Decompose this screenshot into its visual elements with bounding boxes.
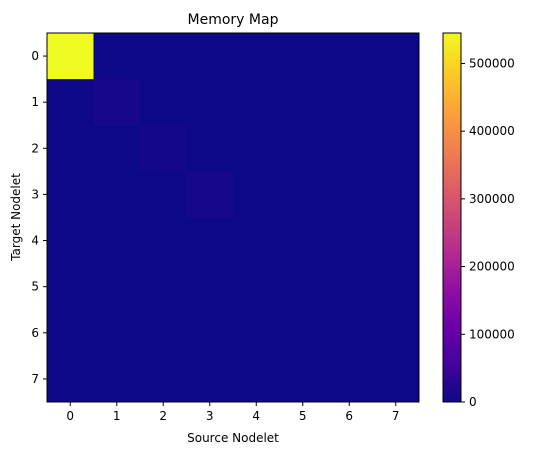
- heatmap-cell-r7-c6: [326, 355, 373, 403]
- heatmap-cell-r0-c3: [186, 33, 234, 80]
- heatmap-cell-r4-c3: [186, 217, 234, 265]
- y-tick-label: 0: [31, 49, 39, 63]
- heatmap-cell-r2-c2: [140, 125, 187, 172]
- heatmap-cell-r4-c7: [372, 217, 420, 265]
- heatmap-cell-r0-c4: [233, 33, 280, 80]
- x-tick-label: 6: [345, 409, 353, 423]
- heatmap-cell-r7-c4: [233, 355, 280, 403]
- heatmap-cell-r3-c4: [233, 171, 280, 218]
- heatmap-cell-r4-c0: [47, 217, 94, 265]
- heatmap-cell-r5-c7: [372, 263, 420, 311]
- x-tick-label: 4: [252, 409, 260, 423]
- heatmap-cell-r6-c1: [93, 309, 141, 357]
- heatmap-cell-r6-c7: [372, 309, 420, 357]
- y-axis-label: Target Nodelet: [9, 173, 23, 262]
- heatmap-cell-r6-c5: [279, 309, 327, 357]
- heatmap-cell-r2-c6: [326, 125, 373, 172]
- x-tick-label: 5: [299, 409, 307, 423]
- heatmap-cell-r4-c6: [326, 217, 373, 265]
- colorbar-tick-label: 500000: [469, 56, 515, 70]
- heatmap-cell-r6-c6: [326, 309, 373, 357]
- y-tick-label: 3: [31, 187, 39, 201]
- heatmap-cell-r2-c5: [279, 125, 327, 172]
- heatmap-cell-r7-c5: [279, 355, 327, 403]
- heatmap-cell-r1-c2: [140, 79, 187, 126]
- heatmap-cell-r1-c7: [372, 79, 420, 126]
- heatmap-cell-r2-c1: [93, 125, 141, 172]
- heatmap-cell-r0-c7: [372, 33, 420, 80]
- heatmap-cell-r5-c3: [186, 263, 234, 311]
- heatmap-cell-r1-c3: [186, 79, 234, 126]
- heatmap-cells: [47, 33, 420, 403]
- heatmap-cell-r0-c1: [93, 33, 141, 80]
- y-tick-label: 4: [31, 234, 39, 248]
- colorbar-tick-label: 200000: [469, 260, 515, 274]
- heatmap-cell-r4-c1: [93, 217, 141, 265]
- heatmap-cell-r5-c2: [140, 263, 187, 311]
- chart-title: Memory Map: [188, 12, 279, 28]
- heatmap-cell-r3-c2: [140, 171, 187, 218]
- colorbar-tick-label: 400000: [469, 124, 515, 138]
- heatmap-cell-r7-c7: [372, 355, 420, 403]
- x-axis-label: Source Nodelet: [187, 431, 279, 445]
- colorbar-tick-label: 300000: [469, 192, 515, 206]
- x-tick-label: 7: [392, 409, 400, 423]
- heatmap-cell-r7-c0: [47, 355, 94, 403]
- heatmap-cell-r5-c6: [326, 263, 373, 311]
- colorbar-tick-label: 0: [469, 395, 477, 409]
- heatmap-cell-r0-c0: [47, 33, 94, 80]
- heatmap-cell-r1-c1: [93, 79, 141, 126]
- y-tick-label: 7: [31, 372, 39, 386]
- heatmap-cell-r7-c1: [93, 355, 141, 403]
- heatmap-cell-r5-c5: [279, 263, 327, 311]
- heatmap-cell-r2-c3: [186, 125, 234, 172]
- heatmap-cell-r5-c4: [233, 263, 280, 311]
- colorbar: [442, 32, 462, 403]
- heatmap-cell-r1-c6: [326, 79, 373, 126]
- heatmap-cell-r3-c1: [93, 171, 141, 218]
- heatmap-cell-r4-c4: [233, 217, 280, 265]
- plot-frame: [46, 32, 420, 403]
- y-tick-label: 2: [31, 141, 39, 155]
- heatmap-cell-r3-c0: [47, 171, 94, 218]
- heatmap-cell-r0-c2: [140, 33, 187, 80]
- heatmap-cell-r1-c5: [279, 79, 327, 126]
- y-tick-label: 1: [31, 95, 39, 109]
- x-tick-label: 3: [206, 409, 214, 423]
- heatmap-cell-r7-c2: [140, 355, 187, 403]
- x-tick-label: 2: [159, 409, 167, 423]
- heatmap-cell-r1-c4: [233, 79, 280, 126]
- heatmap-cell-r7-c3: [186, 355, 234, 403]
- heatmap-cell-r4-c2: [140, 217, 187, 265]
- heatmap-cell-r0-c5: [279, 33, 327, 80]
- heatmap-cell-r3-c7: [372, 171, 420, 218]
- colorbar-tick-label: 100000: [469, 327, 515, 341]
- x-axis-ticks: 0 1 2 3 4 5 6 7: [66, 402, 400, 423]
- heatmap-cell-r2-c4: [233, 125, 280, 172]
- heatmap-cell-r6-c3: [186, 309, 234, 357]
- y-tick-label: 6: [31, 326, 39, 340]
- heatmap-cell-r6-c0: [47, 309, 94, 357]
- heatmap-cell-r2-c0: [47, 125, 94, 172]
- colorbar-ticks: 0 100000 200000 300000 400000 500000: [461, 56, 515, 409]
- y-axis-ticks: 0 1 2 3 4 5 6 7: [31, 49, 47, 386]
- heatmap-cell-r3-c5: [279, 171, 327, 218]
- x-tick-label: 0: [66, 409, 74, 423]
- x-tick-label: 1: [113, 409, 121, 423]
- heatmap-cell-r6-c4: [233, 309, 280, 357]
- heatmap-cell-r3-c6: [326, 171, 373, 218]
- heatmap-cell-r3-c3: [186, 171, 234, 218]
- heatmap-cell-r0-c6: [326, 33, 373, 80]
- heatmap-cell-r2-c7: [372, 125, 420, 172]
- heatmap-cell-r1-c0: [47, 79, 94, 126]
- heatmap-cell-r4-c5: [279, 217, 327, 265]
- heatmap-cell-r5-c1: [93, 263, 141, 311]
- heatmap-cell-r6-c2: [140, 309, 187, 357]
- heatmap-cell-r5-c0: [47, 263, 94, 311]
- y-tick-label: 5: [31, 280, 39, 294]
